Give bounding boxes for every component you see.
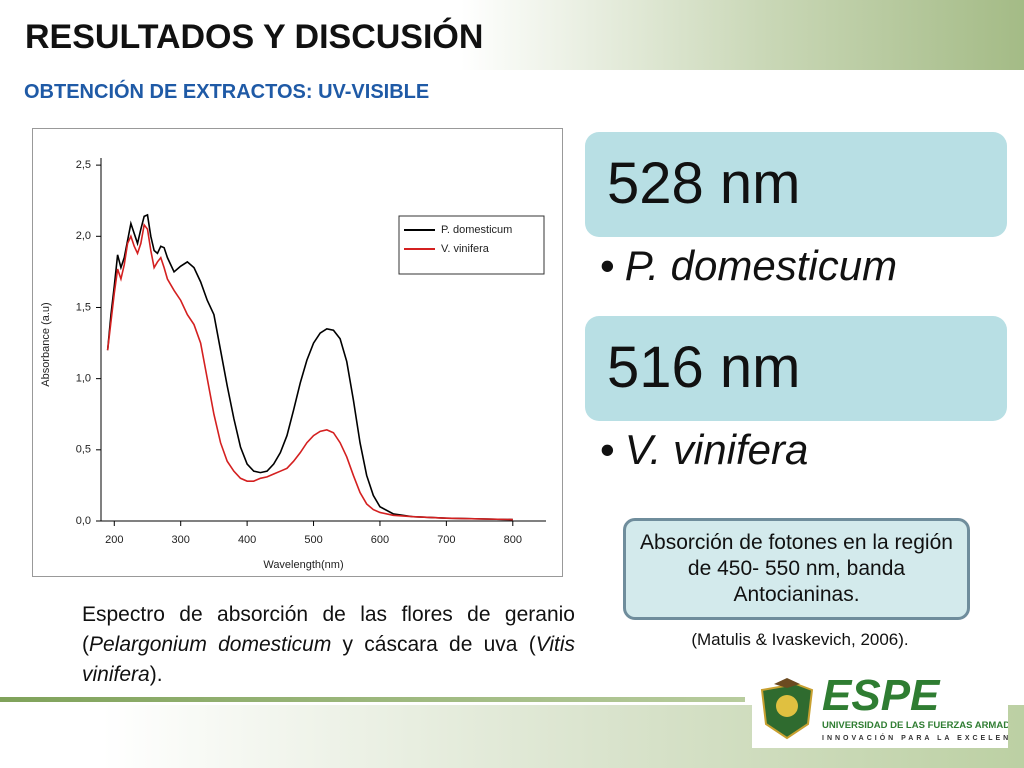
x-tick-label: 500 [304, 534, 322, 546]
x-tick-label: 600 [371, 534, 389, 546]
slide-subtitle: OBTENCIÓN DE EXTRACTOS: UV-VISIBLE [24, 81, 430, 103]
peak-box: 528 nm [585, 132, 1007, 237]
legend-label: P. domesticum [441, 224, 512, 236]
y-tick-label: 1,5 [76, 301, 91, 313]
caption-text: ). [149, 663, 163, 686]
x-tick-label: 300 [172, 534, 190, 546]
x-axis-label: Wavelength(nm) [263, 559, 343, 571]
species-name: V. vinifera [624, 426, 809, 473]
y-axis-label: Absorbance (a.u) [40, 302, 52, 386]
y-tick-label: 0,0 [76, 515, 91, 527]
y-tick-label: 1,0 [76, 373, 91, 385]
citation: (Matulis & Ivaskevich, 2006). [691, 630, 909, 649]
caption-species: Pelargonium domesticum [89, 633, 332, 656]
x-tick-label: 200 [105, 534, 123, 546]
peak-species: • V. vinifera [600, 426, 809, 473]
chart: 0,0 0,5 1,0 1,5 2,0 2,5 200 300 400 500 600 700 800 W… [40, 158, 546, 571]
footer-line [0, 697, 745, 702]
caption-text: Espectro de absorción de las flores de g… [82, 603, 575, 656]
series-line [106, 213, 513, 521]
legend-label: V. vinifera [441, 243, 490, 255]
chart-frame: 0,0 0,5 1,0 1,5 2,0 2,5 200 300 400 500 600 700 800 W… [32, 128, 563, 577]
peak-box: 516 nm [585, 316, 1007, 421]
slide-title: RESULTADOS Y DISCUSIÓN [25, 18, 484, 56]
peak-species: • P. domesticum [600, 242, 898, 289]
caption: Espectro de absorción de las flores de g… [82, 600, 575, 690]
x-tick-label: 800 [504, 534, 522, 546]
y-tick-label: 0,5 [76, 444, 91, 456]
header-band [0, 0, 1024, 70]
x-tick-label: 700 [437, 534, 455, 546]
note-box: Absorción de fotones en la región de 450… [623, 518, 970, 620]
logo-crest [774, 678, 800, 688]
logo-line: INNOVACIÓN PARA LA EXCELENCIA [822, 733, 1008, 742]
peak-wavelength: 528 nm [607, 151, 801, 216]
logo-crest [776, 695, 798, 717]
x-tick-label: 400 [238, 534, 256, 546]
series-line [106, 223, 513, 521]
y-tick-label: 2,0 [76, 230, 91, 242]
logo-name: ESPE [822, 676, 941, 720]
logo-line: UNIVERSIDAD DE LAS FUERZAS ARMADAS [822, 720, 1008, 731]
legend-box [398, 215, 545, 275]
y-tick-label: 2,5 [76, 159, 91, 171]
logo: ESPE UNIVERSIDAD DE LAS FUERZAS ARMADAS … [752, 676, 1008, 748]
caption-species: Vitis vinifera [82, 633, 575, 686]
species-name: P. domesticum [624, 242, 898, 289]
peak-wavelength: 516 nm [607, 335, 801, 400]
caption-text: y cáscara de uva ( [331, 633, 536, 656]
